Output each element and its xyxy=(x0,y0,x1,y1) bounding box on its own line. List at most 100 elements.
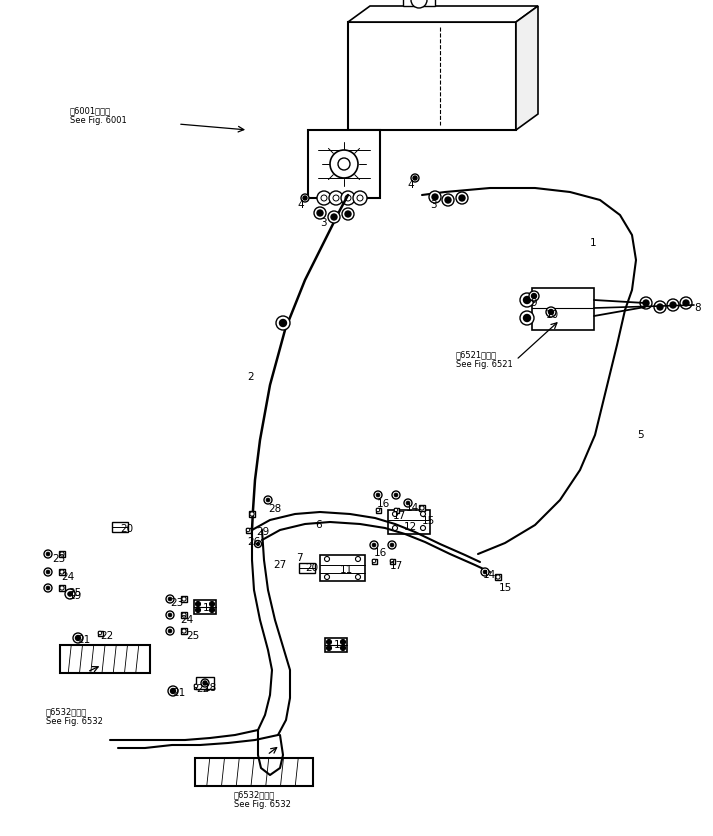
Text: 5: 5 xyxy=(637,430,644,440)
Text: 第6001図参照
See Fig. 6001: 第6001図参照 See Fig. 6001 xyxy=(70,106,127,125)
Circle shape xyxy=(210,601,215,606)
Circle shape xyxy=(46,570,50,573)
Circle shape xyxy=(388,541,396,549)
Circle shape xyxy=(44,550,52,558)
Circle shape xyxy=(279,319,287,327)
Bar xyxy=(388,510,430,534)
Circle shape xyxy=(654,301,666,313)
Circle shape xyxy=(317,191,331,205)
Circle shape xyxy=(445,197,451,203)
Circle shape xyxy=(321,195,327,201)
Circle shape xyxy=(413,176,417,180)
Text: 25: 25 xyxy=(68,588,81,598)
Text: 3: 3 xyxy=(430,200,436,210)
Bar xyxy=(389,558,394,563)
Text: 18: 18 xyxy=(204,683,217,693)
Text: 23: 23 xyxy=(170,598,183,608)
Circle shape xyxy=(456,192,468,204)
Circle shape xyxy=(356,557,361,562)
Circle shape xyxy=(372,543,376,547)
Circle shape xyxy=(65,589,75,599)
Circle shape xyxy=(420,506,424,510)
Circle shape xyxy=(327,645,332,650)
Circle shape xyxy=(166,627,174,635)
Text: 2: 2 xyxy=(247,372,254,382)
Text: 28: 28 xyxy=(268,504,281,514)
Circle shape xyxy=(250,512,254,516)
Text: 第6532図参照
See Fig. 6532: 第6532図参照 See Fig. 6532 xyxy=(46,707,103,726)
Text: 22: 22 xyxy=(196,684,209,694)
Circle shape xyxy=(370,541,378,549)
Text: 4: 4 xyxy=(297,200,304,210)
Circle shape xyxy=(481,568,489,576)
Circle shape xyxy=(276,316,290,330)
Text: 13: 13 xyxy=(203,603,216,613)
Text: 20: 20 xyxy=(305,563,318,573)
Circle shape xyxy=(392,491,400,499)
Circle shape xyxy=(303,196,307,200)
Circle shape xyxy=(657,304,663,310)
Text: 第6532図参照
See Fig. 6532: 第6532図参照 See Fig. 6532 xyxy=(234,790,291,809)
Bar xyxy=(394,507,399,512)
Text: 1: 1 xyxy=(590,238,597,248)
Text: 24: 24 xyxy=(61,572,74,582)
Circle shape xyxy=(483,570,487,573)
Bar xyxy=(60,645,150,673)
Circle shape xyxy=(342,208,354,220)
Bar xyxy=(195,758,313,786)
Circle shape xyxy=(411,0,427,8)
Circle shape xyxy=(353,191,367,205)
Circle shape xyxy=(60,570,64,574)
Circle shape xyxy=(195,608,200,613)
Circle shape xyxy=(257,543,260,546)
Circle shape xyxy=(390,559,394,563)
Bar xyxy=(299,563,315,573)
Text: 17: 17 xyxy=(390,561,404,571)
Circle shape xyxy=(643,300,649,306)
Text: 14: 14 xyxy=(406,503,419,513)
Circle shape xyxy=(317,210,323,216)
Circle shape xyxy=(68,592,72,596)
Circle shape xyxy=(421,526,426,531)
Text: 11: 11 xyxy=(340,565,353,575)
Circle shape xyxy=(421,512,426,517)
Bar xyxy=(245,528,250,533)
Text: 12: 12 xyxy=(404,522,417,532)
Bar xyxy=(495,574,501,580)
Text: 15: 15 xyxy=(499,583,512,593)
Circle shape xyxy=(266,498,270,502)
Circle shape xyxy=(523,297,530,303)
Circle shape xyxy=(168,630,172,633)
Bar xyxy=(112,522,128,532)
Circle shape xyxy=(330,150,358,178)
Circle shape xyxy=(459,195,465,201)
Circle shape xyxy=(182,629,186,633)
Circle shape xyxy=(546,307,556,317)
Bar xyxy=(59,585,65,591)
Circle shape xyxy=(520,293,534,307)
Circle shape xyxy=(210,608,215,613)
Text: 17: 17 xyxy=(393,511,406,521)
Circle shape xyxy=(345,195,351,201)
Bar xyxy=(325,638,347,652)
Circle shape xyxy=(372,559,376,563)
Circle shape xyxy=(327,640,332,645)
Circle shape xyxy=(520,311,534,325)
Circle shape xyxy=(374,491,382,499)
Bar xyxy=(403,0,435,6)
Text: 10: 10 xyxy=(546,310,559,320)
Text: 16: 16 xyxy=(377,499,390,509)
Text: 24: 24 xyxy=(180,615,193,625)
Circle shape xyxy=(301,194,309,202)
Polygon shape xyxy=(516,6,538,130)
Circle shape xyxy=(46,553,50,556)
Circle shape xyxy=(264,496,272,504)
Circle shape xyxy=(341,640,346,645)
Circle shape xyxy=(73,633,83,643)
Circle shape xyxy=(529,291,539,301)
Circle shape xyxy=(680,297,692,309)
Text: 21: 21 xyxy=(172,688,185,698)
Circle shape xyxy=(667,299,679,311)
Circle shape xyxy=(341,645,346,650)
Circle shape xyxy=(392,512,398,517)
